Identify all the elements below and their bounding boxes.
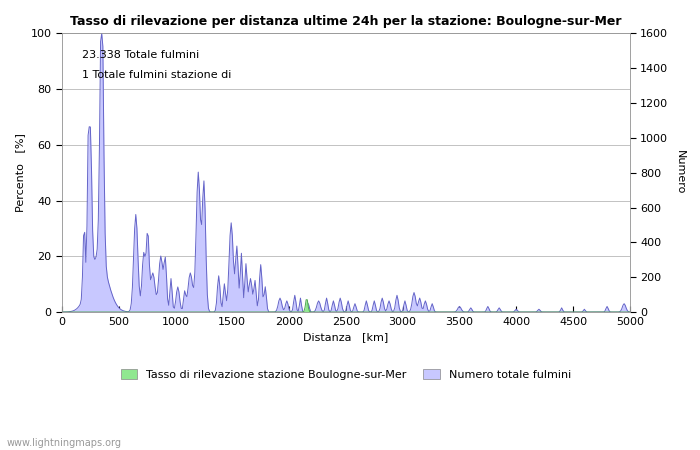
- Title: Tasso di rilevazione per distanza ultime 24h per la stazione: Boulogne-sur-Mer: Tasso di rilevazione per distanza ultime…: [70, 15, 622, 28]
- X-axis label: Distanza   [km]: Distanza [km]: [303, 333, 389, 342]
- Legend: Tasso di rilevazione stazione Boulogne-sur-Mer, Numero totale fulmini: Tasso di rilevazione stazione Boulogne-s…: [116, 365, 575, 384]
- Text: 1 Totale fulmini stazione di: 1 Totale fulmini stazione di: [82, 70, 231, 80]
- Y-axis label: Numero: Numero: [675, 150, 685, 195]
- Y-axis label: Percento   [%]: Percento [%]: [15, 133, 25, 212]
- Text: 23.338 Totale fulmini: 23.338 Totale fulmini: [82, 50, 199, 60]
- Text: www.lightningmaps.org: www.lightningmaps.org: [7, 438, 122, 448]
